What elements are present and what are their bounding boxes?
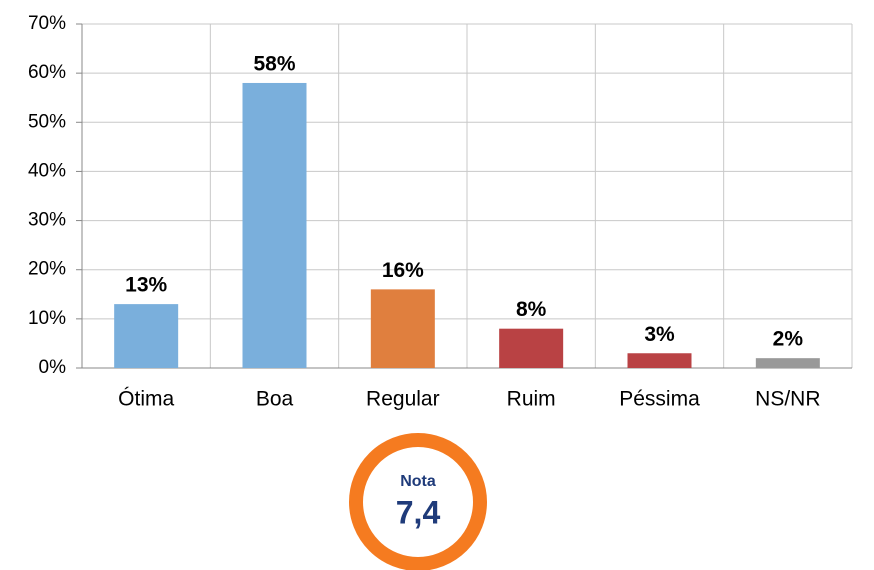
x-tick-label: Regular [366, 388, 440, 411]
x-tick-label: Péssima [619, 388, 700, 411]
value-label: 8% [516, 298, 547, 321]
y-tick-label: 70% [28, 13, 66, 34]
bar [627, 353, 692, 368]
x-tick-label: NS/NR [755, 388, 820, 411]
x-tick-label: Boa [256, 388, 294, 411]
x-tick-label: Ótima [118, 388, 174, 411]
value-label: 16% [382, 259, 424, 282]
y-tick-label: 40% [28, 160, 66, 181]
bar [114, 304, 179, 368]
bar [242, 82, 307, 368]
value-label: 58% [253, 53, 295, 76]
y-tick-label: 50% [28, 111, 66, 132]
y-tick-label: 20% [28, 259, 66, 280]
bar [370, 289, 435, 368]
score-value: 7,4 [396, 494, 441, 530]
value-label: 3% [644, 323, 675, 346]
bar [755, 358, 820, 368]
y-tick-label: 0% [39, 357, 67, 378]
score-title: Nota [400, 473, 436, 490]
value-label: 2% [773, 328, 804, 351]
y-tick-label: 10% [28, 308, 66, 329]
x-tick-label: Ruim [507, 388, 556, 411]
bar [499, 328, 564, 368]
y-tick-label: 30% [28, 210, 66, 231]
value-label: 13% [125, 274, 167, 297]
score-ring [349, 433, 487, 570]
y-tick-label: 60% [28, 62, 66, 83]
